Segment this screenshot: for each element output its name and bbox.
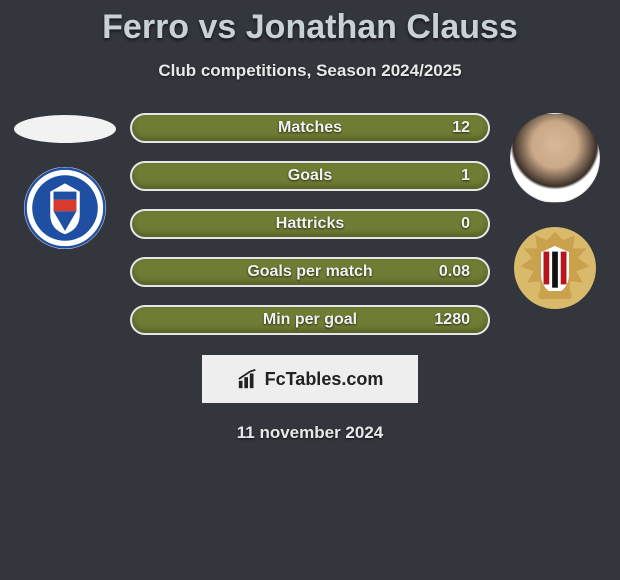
stat-value-right: 1280 (434, 311, 470, 329)
club-logo-strasbourg (24, 167, 106, 249)
stat-value-right: 12 (452, 119, 470, 137)
stat-label: Matches (278, 119, 342, 137)
stat-value-right: 0 (461, 215, 470, 233)
strasbourg-crest-icon (24, 167, 106, 249)
stat-value-right: 0.08 (439, 263, 470, 281)
brand-text: FcTables.com (265, 369, 384, 390)
stat-label: Min per goal (263, 311, 357, 329)
player-photo-clauss (510, 113, 600, 203)
page-title: Ferro vs Jonathan Clauss (0, 8, 620, 47)
stat-label: Goals (288, 167, 332, 185)
main-row: Matches 12 Goals 1 Hattricks 0 Goals per… (0, 113, 620, 335)
date-text: 11 november 2024 (0, 423, 620, 443)
comparison-card: Ferro vs Jonathan Clauss Club competitio… (0, 0, 620, 443)
nice-crest-icon (514, 227, 596, 309)
stat-label: Goals per match (247, 263, 372, 281)
stat-row-matches: Matches 12 (130, 113, 490, 143)
player-placeholder-oval (14, 115, 116, 143)
stat-label: Hattricks (276, 215, 344, 233)
left-player-column (10, 113, 120, 249)
stat-value-right: 1 (461, 167, 470, 185)
stat-row-hattricks: Hattricks 0 (130, 209, 490, 239)
bar-chart-icon (237, 369, 259, 389)
stat-row-min-per-goal: Min per goal 1280 (130, 305, 490, 335)
brand-watermark: FcTables.com (202, 355, 418, 403)
stat-row-goals-per-match: Goals per match 0.08 (130, 257, 490, 287)
stat-row-goals: Goals 1 (130, 161, 490, 191)
stats-column: Matches 12 Goals 1 Hattricks 0 Goals per… (120, 113, 500, 335)
subtitle: Club competitions, Season 2024/2025 (0, 61, 620, 81)
right-player-column (500, 113, 610, 309)
club-logo-nice (514, 227, 596, 309)
